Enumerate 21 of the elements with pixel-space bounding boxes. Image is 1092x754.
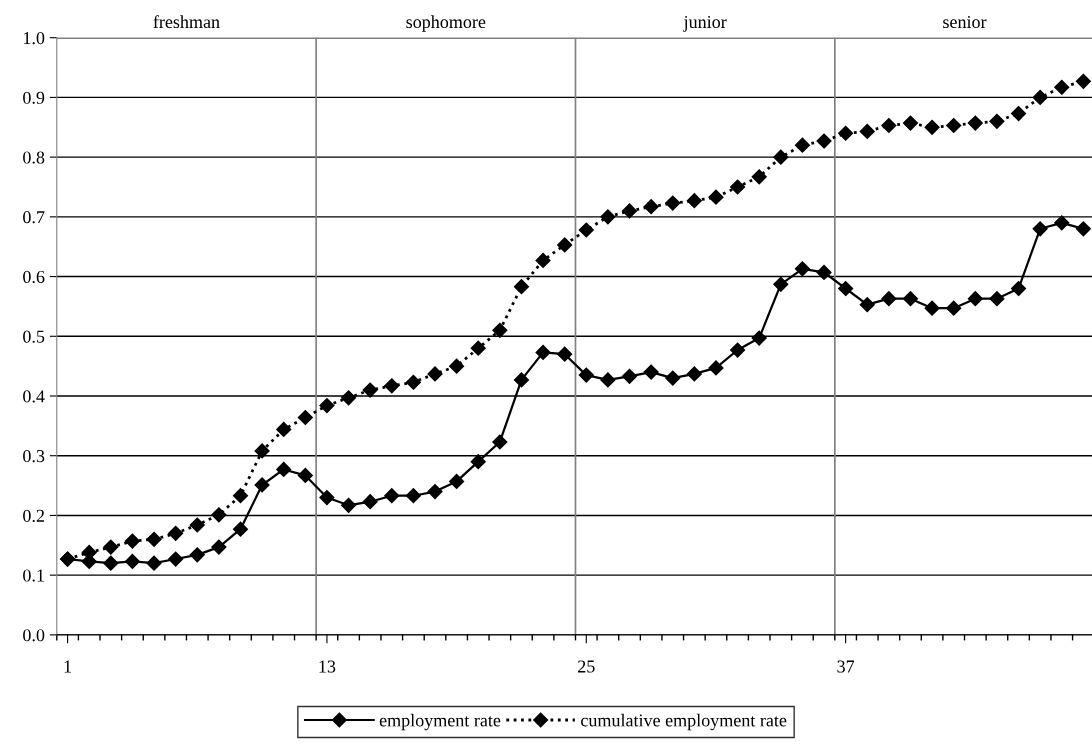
text: freshman: [153, 15, 220, 29]
x-tick-label: 37: [837, 660, 855, 673]
legend-label: cumulative employment rate: [581, 713, 787, 731]
y-tick-label: 0.9: [23, 91, 45, 104]
text: junior: [683, 15, 727, 32]
y-tick-label: 0.2: [23, 509, 44, 522]
x-tick-label: 1: [64, 660, 72, 673]
text: sophomore: [406, 15, 486, 32]
y-tick-label: 0.4: [23, 390, 45, 403]
x-tick-label: 25: [578, 660, 595, 673]
y-tick-label: 0.7: [23, 211, 45, 224]
x-tick-label: 13: [319, 660, 336, 673]
legend-label: employment rate: [379, 713, 501, 731]
y-tick-label: 0.1: [23, 569, 44, 582]
y-tick-label: 0.3: [23, 449, 45, 463]
y-tick-label: 0.6: [23, 270, 45, 284]
y-tick-label: 1.0: [24, 31, 45, 45]
y-tick-label: 0.0: [23, 629, 45, 642]
y-tick-label: 0.8: [23, 151, 45, 164]
text: senior: [943, 15, 987, 29]
y-tick-label: 0.5: [23, 330, 45, 343]
